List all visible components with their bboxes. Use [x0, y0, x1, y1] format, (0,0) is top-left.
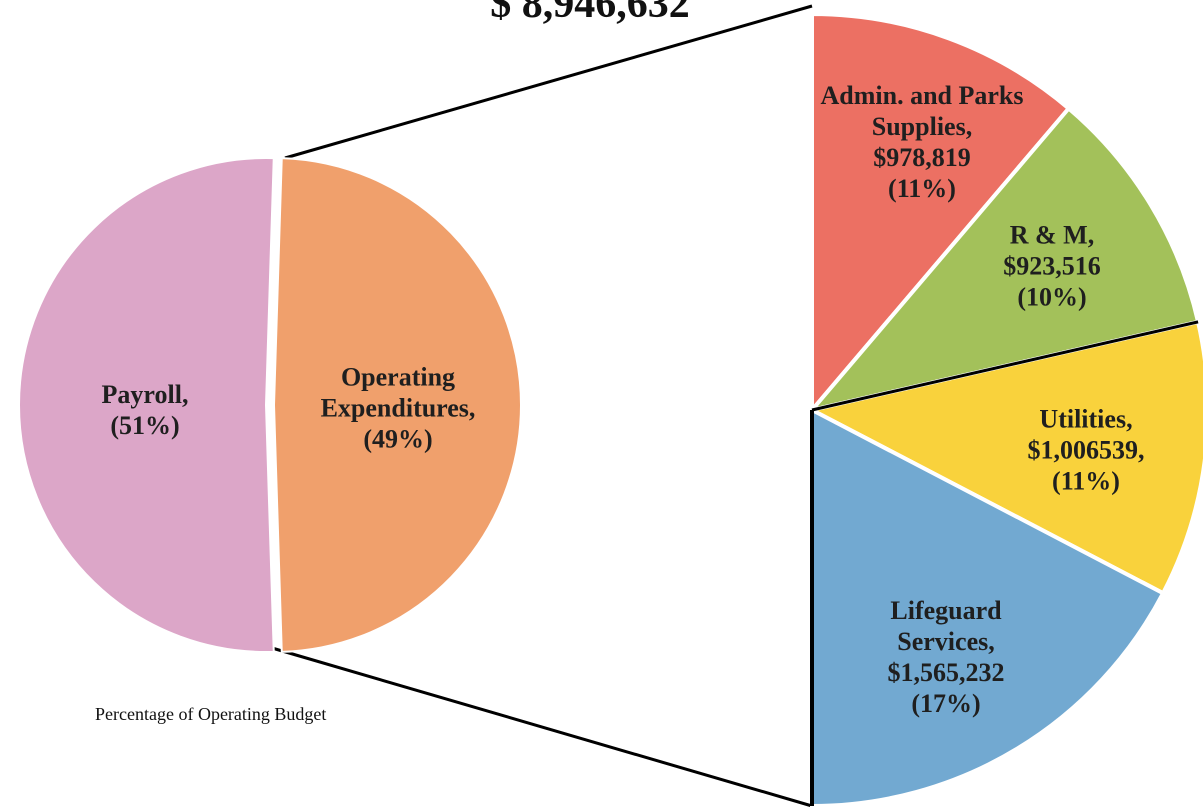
slice-label: Payroll,: [101, 380, 189, 409]
data-label: Admin. and Parks Supplies, $978,819 (11%): [807, 80, 1037, 204]
amount-label: $923,516: [1003, 251, 1101, 281]
chart-title: $ 8,946,632: [490, 0, 690, 27]
data-label: Operating Expenditures, (49%): [298, 362, 498, 455]
data-label: Lifeguard Services, $1,565,232 (17%): [861, 595, 1031, 719]
value-label: (10%): [1017, 282, 1087, 312]
data-label: Utilities, $1,006539, (11%): [996, 404, 1176, 497]
caption: Percentage of Operating Budget: [95, 704, 327, 724]
pie-slice: [806, 105, 1201, 414]
slice-label: R & M,: [1009, 220, 1095, 250]
slice-label: Lifeguard Services,: [890, 596, 1002, 656]
amount-label: $978,819: [873, 143, 971, 172]
pie-slice: [272, 157, 522, 653]
pie-slice: [810, 406, 1166, 809]
amount-label: $1,565,232: [887, 658, 1005, 687]
slice-label: Admin. and Parks Supplies,: [820, 81, 1024, 141]
value-label: (17%): [911, 689, 981, 718]
data-label: R & M, $923,516 (10%): [972, 220, 1132, 313]
data-label: Payroll, (51%): [70, 379, 220, 441]
pie-slice: [18, 157, 275, 653]
amount-label: $1,006539,: [1027, 435, 1145, 465]
value-label: (11%): [1052, 466, 1120, 496]
connector-line: [271, 646, 813, 808]
pie-slice: [810, 11, 1072, 416]
pie-edge: [811, 320, 1199, 412]
value-label: (51%): [110, 411, 180, 440]
slice-label: Operating Expenditures,: [320, 362, 476, 423]
value-label: (11%): [888, 174, 956, 203]
slice-label: Utilities,: [1039, 404, 1133, 434]
value-label: (49%): [363, 424, 433, 454]
connector-line: [284, 4, 813, 160]
